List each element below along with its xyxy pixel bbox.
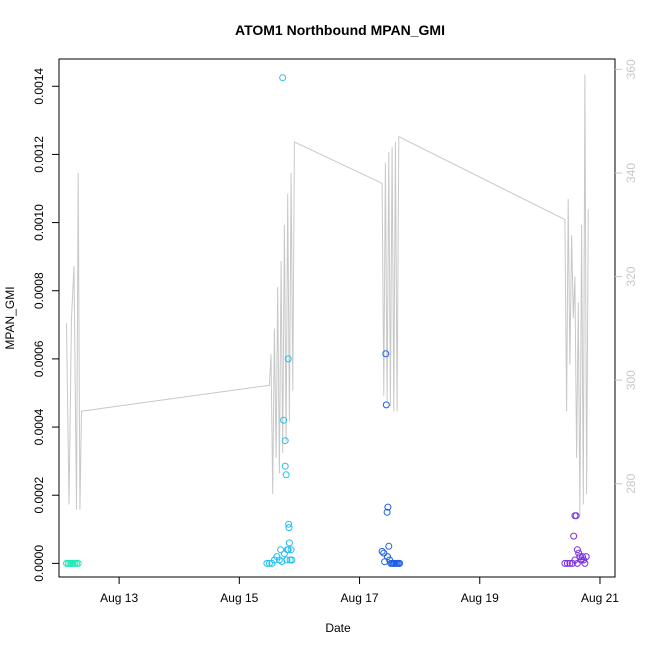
- x-axis-label: Date: [325, 621, 351, 635]
- x-axis: Aug 13 Aug 15 Aug 17 Aug 19 Aug 21: [100, 577, 619, 605]
- data-point: [284, 355, 292, 363]
- data-point: [385, 542, 393, 550]
- data-point: [288, 556, 296, 564]
- y-axis: 0.0000 0.0002 0.0004 0.0006 0.0008 0.0010 0.00…: [32, 68, 59, 582]
- data-point: [281, 462, 289, 470]
- series-1: [263, 74, 296, 567]
- y-tick-label: 0.0002: [32, 477, 46, 514]
- data-point: [582, 553, 590, 561]
- secondary-line-layer: [66, 74, 589, 515]
- y2-tick-label: 340: [624, 163, 638, 183]
- y2-tick-label: 300: [624, 370, 638, 390]
- data-point: [566, 559, 574, 567]
- y2-tick-label: 280: [624, 473, 638, 493]
- data-point: [383, 508, 391, 516]
- series-3: [561, 512, 590, 567]
- y2-tick-label: 360: [624, 59, 638, 79]
- points-layer: [63, 74, 590, 567]
- chart-title: ATOM1 Northbound MPAN_GMI: [235, 22, 445, 38]
- data-point: [570, 532, 578, 540]
- data-point: [265, 559, 273, 567]
- series-2: [378, 350, 404, 567]
- x-tick-label: Aug 21: [581, 591, 619, 605]
- data-point: [287, 546, 295, 554]
- y-tick-label: 0.0012: [32, 136, 46, 173]
- data-point: [572, 512, 580, 520]
- data-point: [381, 558, 389, 566]
- data-point: [277, 546, 285, 554]
- y2-axis: 280 300 320 340 360: [615, 59, 638, 494]
- data-point: [285, 539, 293, 547]
- y-tick-label: 0.0006: [32, 340, 46, 377]
- data-point: [573, 546, 581, 554]
- data-point: [280, 416, 288, 424]
- y2-tick-label: 320: [624, 266, 638, 286]
- data-point: [573, 559, 581, 567]
- data-point: [581, 559, 589, 567]
- data-point: [384, 503, 392, 511]
- data-point: [578, 553, 586, 561]
- data-point: [279, 74, 287, 82]
- x-tick-label: Aug 13: [100, 591, 138, 605]
- y-tick-label: 0.0010: [32, 204, 46, 241]
- data-point: [575, 549, 583, 557]
- data-point: [561, 559, 569, 567]
- x-tick-label: Aug 15: [220, 591, 258, 605]
- data-point: [278, 558, 286, 565]
- y-tick-label: 0.0008: [32, 272, 46, 309]
- data-point: [382, 350, 390, 358]
- data-point: [74, 559, 82, 567]
- data-point: [285, 520, 293, 528]
- data-point: [384, 553, 391, 561]
- data-point: [263, 559, 271, 567]
- data-point: [382, 401, 390, 409]
- plot-frame: [58, 58, 616, 578]
- data-point: [396, 559, 404, 567]
- y-tick-label: 0.0004: [32, 408, 46, 445]
- x-tick-label: Aug 17: [341, 591, 379, 605]
- data-point: [378, 547, 386, 555]
- data-point: [282, 471, 290, 479]
- data-point: [281, 437, 289, 445]
- data-point: [285, 524, 293, 532]
- data-point: [283, 556, 291, 564]
- data-point: [380, 549, 388, 557]
- x-tick-label: Aug 19: [461, 591, 499, 605]
- secondary-line: [66, 74, 589, 515]
- y-tick-label: 0.0014: [32, 68, 46, 105]
- data-point: [563, 559, 571, 567]
- series-0: [63, 559, 82, 567]
- y-axis-label: MPAN_GMI: [3, 286, 17, 349]
- data-point: [283, 546, 291, 554]
- y-tick-label: 0.0000: [32, 545, 46, 582]
